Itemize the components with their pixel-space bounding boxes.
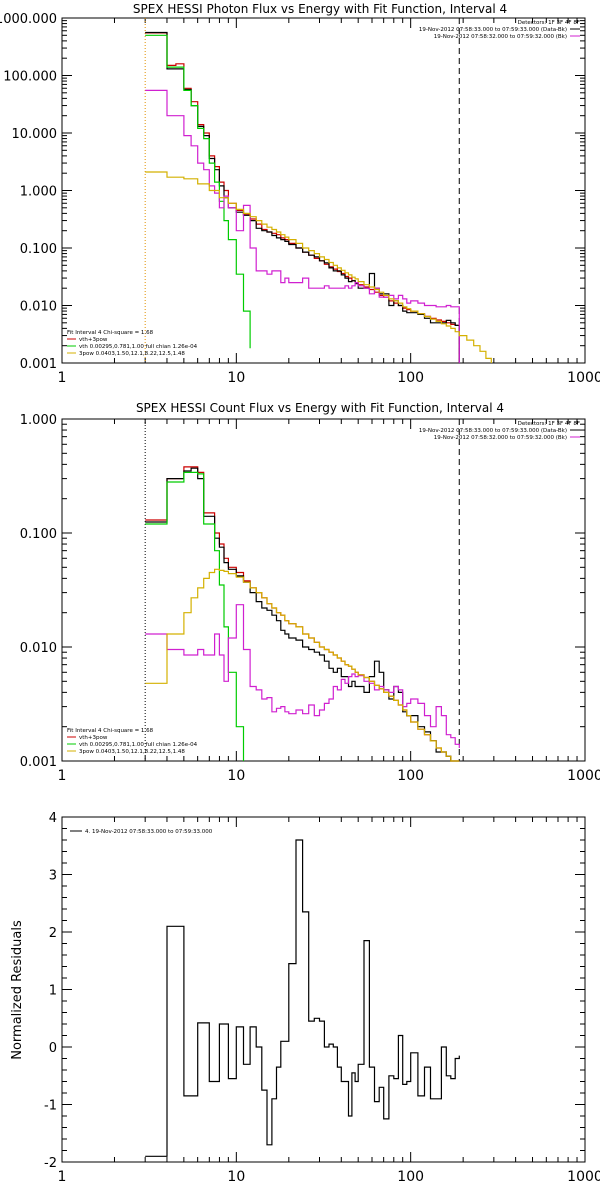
series-line	[145, 604, 460, 748]
legend-text: 3pow 0.0403,1.50,12.1,8.22,12.5,1.48	[79, 351, 185, 357]
photon-flux-panel: SPEX HESSI Photon Flux vs Energy with Fi…	[0, 2, 600, 386]
series-line	[145, 32, 460, 363]
y-tick-label: -1	[44, 1099, 57, 1114]
y-tick-label: 0.001	[20, 755, 57, 770]
series-line	[145, 467, 460, 762]
y-tick-label: 0.100	[20, 527, 57, 542]
series-line	[145, 34, 251, 349]
series-line	[145, 839, 460, 1157]
legend-text: vth 0.00295,0.781,1.00 full chian 1.26e-…	[79, 742, 198, 748]
series-line	[145, 89, 460, 363]
photon-flux-axes: 1 10 100 1000 0.001 0.010 0.100 1.000 10.000 100.…	[0, 12, 600, 386]
y-tick-label: 3	[49, 869, 57, 884]
count-flux-series	[145, 466, 460, 762]
legend-text: 19-Nov-2012 07:58:33.000 to 07:59:33.000…	[419, 428, 567, 434]
y-tick-label: 10.000	[12, 127, 58, 142]
y-tick-label: 1.000	[20, 185, 57, 200]
x-tick-label: 1000	[567, 370, 600, 386]
x-tick-label: 100	[397, 1169, 424, 1185]
residuals-legend: 4. 19-Nov-2012 07:58:33.000 to 07:59:33.…	[70, 829, 213, 835]
series-line	[145, 171, 492, 363]
residuals-panel: Normalized Residuals 1 10 100 1000 -2 -1 0 1 2 3 4…	[10, 811, 600, 1185]
x-tick-label: 10	[227, 768, 245, 784]
x-tick-label: 1000	[567, 1169, 600, 1185]
legend-text: Fit Interval 4 Chi-square = 1.68	[67, 330, 154, 336]
photon-flux-frame	[61, 17, 586, 364]
residuals-y-axis-label: Normalized Residuals	[10, 920, 25, 1060]
residuals-frame	[61, 816, 586, 1163]
legend-text: 3pow 0.0403,1.50,12.1,8.22,12.5,1.48	[79, 749, 185, 755]
x-tick-label: 10	[227, 1169, 245, 1185]
y-tick-label: -2	[44, 1156, 57, 1171]
legend-text: 4. 19-Nov-2012 07:58:33.000 to 07:59:33.…	[85, 829, 213, 835]
y-tick-label: 1	[49, 984, 57, 999]
series-line	[145, 466, 460, 762]
count-flux-panel: SPEX HESSI Count Flux vs Energy with Fit…	[20, 401, 600, 784]
x-tick-label: 100	[397, 768, 424, 784]
count-flux-frame	[61, 418, 586, 762]
residuals-axes: 1 10 100 1000 -2 -1 0 1 2 3 4	[44, 811, 600, 1185]
y-tick-label: 0.010	[20, 641, 57, 656]
x-tick-label: 100	[397, 370, 424, 386]
x-tick-label: 10	[227, 370, 245, 386]
legend-text: Detectors: 1F 3F 4F 8F	[518, 421, 580, 427]
y-tick-label: 1.000	[20, 413, 57, 428]
count-flux-axes: 1 10 100 1000 0.001 0.010 0.100 1.000	[20, 413, 600, 784]
legend-text: 19-Nov-2012 07:58:32.000 to 07:59:32.000…	[434, 435, 567, 441]
residuals-series	[145, 839, 460, 1157]
photon-flux-series	[145, 31, 492, 363]
y-tick-label: 0.010	[20, 300, 57, 315]
legend-text: vth+3pow	[79, 337, 108, 343]
y-tick-label: 100.000	[3, 70, 57, 85]
y-tick-label: 0.100	[20, 242, 57, 257]
y-tick-label: 1000.000	[0, 12, 57, 27]
x-tick-label: 1	[58, 768, 67, 784]
legend-text: 19-Nov-2012 07:58:32.000 to 07:59:32.000…	[434, 34, 567, 40]
y-tick-label: 4	[49, 811, 57, 826]
series-line	[145, 568, 460, 762]
y-tick-label: 2	[49, 926, 57, 941]
legend-text: vth+3pow	[79, 735, 108, 741]
legend-text: Detectors: 1F 3F 4F 8F	[518, 20, 580, 26]
legend-text: vth 0.00295,0.781,1.00 full chian 1.26e-…	[79, 344, 198, 350]
x-tick-label: 1	[58, 370, 67, 386]
legend-text: 19-Nov-2012 07:58:33.000 to 07:59:33.000…	[419, 27, 567, 33]
x-tick-label: 1	[58, 1169, 67, 1185]
y-tick-label: 0	[49, 1041, 57, 1056]
series-line	[145, 31, 460, 363]
legend-text: Fit Interval 4 Chi-square = 1.68	[67, 728, 154, 734]
photon-flux-title: SPEX HESSI Photon Flux vs Energy with Fi…	[133, 2, 507, 16]
y-tick-label: 0.001	[20, 357, 57, 372]
x-tick-label: 1000	[567, 768, 600, 784]
count-flux-title: SPEX HESSI Count Flux vs Energy with Fit…	[136, 401, 504, 415]
series-line	[145, 471, 245, 761]
